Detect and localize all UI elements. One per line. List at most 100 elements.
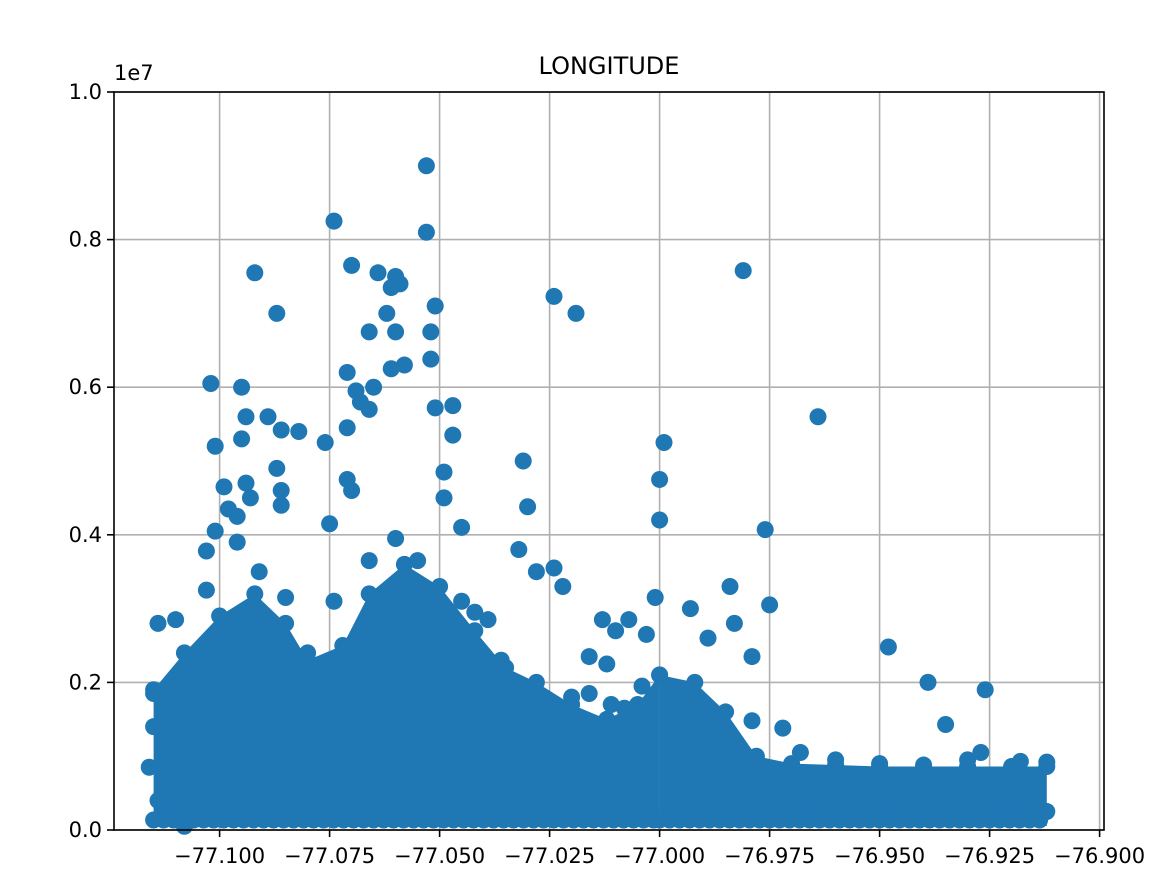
data-point: [563, 688, 581, 706]
data-point: [250, 563, 268, 581]
data-point: [514, 452, 532, 470]
data-point: [149, 614, 167, 632]
data-point: [395, 356, 413, 374]
data-point: [959, 751, 977, 769]
data-point: [774, 719, 792, 737]
data-point: [215, 478, 233, 496]
data-point: [259, 408, 277, 426]
data-point: [545, 559, 563, 577]
data-point: [915, 756, 933, 774]
data-point: [246, 585, 264, 603]
data-point: [206, 522, 224, 540]
data-point: [554, 577, 572, 595]
data-point: [343, 482, 361, 500]
data-point: [277, 614, 295, 632]
data-point: [681, 600, 699, 618]
x-tick-label: −77.025: [504, 844, 595, 868]
data-point: [237, 408, 255, 426]
data-point: [937, 788, 955, 806]
data-point: [149, 791, 167, 809]
data-point: [651, 511, 669, 529]
data-point: [646, 589, 664, 607]
data-point: [690, 707, 708, 725]
x-tick-label: −76.950: [834, 844, 925, 868]
data-point: [1038, 803, 1056, 821]
data-point: [145, 684, 163, 702]
data-point: [602, 696, 620, 714]
data-point: [360, 585, 378, 603]
data-point: [686, 673, 704, 691]
data-point: [1003, 795, 1021, 813]
data-point: [237, 474, 255, 492]
data-point: [879, 638, 897, 656]
data-point: [228, 533, 246, 551]
data-point: [409, 552, 427, 570]
data-point: [629, 696, 647, 714]
data-point: [206, 437, 224, 455]
data-point: [272, 421, 290, 439]
data-point: [510, 541, 528, 559]
data-point: [972, 744, 990, 762]
data-point: [937, 715, 955, 733]
data-point: [717, 755, 735, 773]
data-point: [387, 323, 405, 341]
data-point: [321, 515, 339, 533]
data-point: [593, 611, 611, 629]
data-point: [360, 552, 378, 570]
data-point: [444, 426, 462, 444]
data-point: [607, 622, 625, 640]
data-point: [316, 434, 334, 452]
x-axis: −77.100 −77.075 −77.050 −77.025 −77.000 −76.9…: [174, 830, 1145, 868]
data-point: [527, 673, 545, 691]
data-point: [699, 629, 717, 647]
data-point: [360, 400, 378, 418]
data-point: [717, 703, 735, 721]
data-point: [615, 699, 633, 717]
data-point: [809, 408, 827, 426]
plot-frame: [113, 91, 1105, 831]
data-point: [633, 677, 651, 695]
data-point: [580, 648, 598, 666]
y-axis: 0.0 0.2 0.4 0.6 0.8 1.0: [69, 80, 114, 842]
data-point: [422, 350, 440, 368]
data-point: [241, 489, 259, 507]
data-point: [1029, 768, 1047, 786]
data-point: [466, 622, 484, 640]
data-point: [272, 482, 290, 500]
data-point: [435, 489, 453, 507]
data-point: [246, 264, 264, 282]
y-tick-label: 1.0: [69, 80, 102, 104]
data-point: [756, 521, 774, 539]
data-point: [637, 625, 655, 643]
data-point: [426, 297, 444, 315]
data-point: [211, 810, 229, 828]
data-point: [827, 751, 845, 769]
data-point: [734, 262, 752, 280]
x-tick-label: −76.900: [1054, 844, 1145, 868]
data-point: [272, 496, 290, 514]
data-point: [197, 542, 215, 560]
data-point: [338, 363, 356, 381]
x-tick-label: −76.975: [724, 844, 815, 868]
data-point: [387, 529, 405, 547]
data-point: [382, 279, 400, 297]
data-point: [466, 603, 484, 621]
data-point: [360, 323, 378, 341]
data-point: [162, 806, 180, 824]
data-point: [175, 817, 193, 835]
data-point: [725, 614, 743, 632]
data-point: [479, 611, 497, 629]
data-point: [268, 304, 286, 322]
data-point: [761, 777, 779, 795]
data-point: [233, 430, 251, 448]
data-point: [849, 784, 867, 802]
x-tick-label: −77.075: [284, 844, 375, 868]
data-point: [268, 459, 286, 477]
data-point: [277, 589, 295, 607]
y-tick-label: 0.0: [69, 818, 102, 842]
data-point: [655, 434, 673, 452]
data-point: [545, 287, 563, 305]
data-point: [871, 755, 889, 773]
dense-region: [659, 675, 1047, 826]
